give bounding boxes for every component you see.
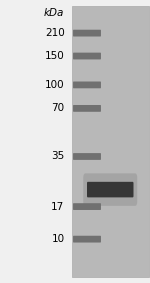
FancyBboxPatch shape	[73, 105, 101, 112]
FancyBboxPatch shape	[83, 173, 137, 206]
Text: 210: 210	[45, 28, 64, 38]
FancyBboxPatch shape	[73, 153, 101, 160]
FancyBboxPatch shape	[72, 6, 148, 277]
Text: 17: 17	[51, 201, 64, 212]
FancyBboxPatch shape	[73, 236, 101, 243]
Text: kDa: kDa	[44, 8, 64, 18]
Text: 150: 150	[45, 51, 64, 61]
Text: 35: 35	[51, 151, 64, 162]
FancyBboxPatch shape	[73, 53, 101, 59]
Text: 100: 100	[45, 80, 64, 90]
FancyBboxPatch shape	[73, 203, 101, 210]
FancyBboxPatch shape	[73, 82, 101, 88]
Text: 70: 70	[51, 103, 64, 113]
Text: 10: 10	[51, 234, 64, 244]
FancyBboxPatch shape	[73, 30, 101, 37]
FancyBboxPatch shape	[87, 182, 134, 198]
